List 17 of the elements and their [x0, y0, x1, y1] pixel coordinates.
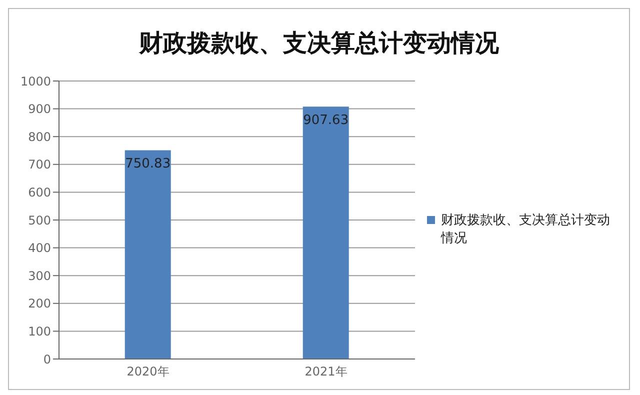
- y-tick-label: 800: [28, 130, 51, 144]
- legend-label: 财政拨款收、支决算总计变动情况: [441, 212, 611, 247]
- y-tick-label: 700: [28, 158, 51, 172]
- x-tick-label: 2020年: [126, 364, 170, 379]
- y-tick-label: 0: [43, 352, 51, 366]
- y-tick-label: 100: [28, 324, 51, 338]
- y-tick-label: 300: [28, 268, 51, 283]
- data-label: 907.63: [303, 112, 349, 128]
- x-tick-label: 2021年: [304, 364, 348, 379]
- chart-title: 财政拨款收、支决算总计变动情况: [138, 28, 500, 59]
- y-tick-label: 1000: [20, 74, 51, 88]
- y-tick-label: 400: [28, 241, 51, 256]
- y-tick-label: 900: [28, 102, 51, 116]
- y-tick-label: 600: [28, 185, 51, 200]
- y-tick-label: 500: [28, 213, 51, 228]
- data-label: 750.83: [125, 156, 171, 172]
- y-tick-label: 200: [28, 296, 51, 311]
